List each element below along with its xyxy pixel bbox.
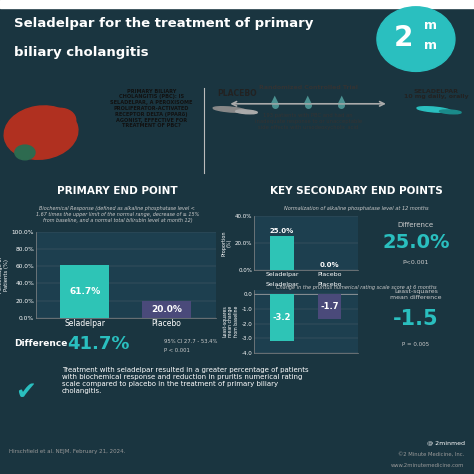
Ellipse shape	[45, 109, 76, 132]
Text: SELADELPAR
10 mg daily, orally: SELADELPAR 10 mg daily, orally	[404, 89, 468, 100]
Text: Biochemical Response (defined as alkaline phosphatase level <
1.67 times the upp: Biochemical Response (defined as alkalin…	[36, 206, 199, 223]
Text: -1.5: -1.5	[393, 309, 439, 329]
Text: PRIMARY BILIARY
CHOLANGITIS (PBC): IS
SELADELPAR, A PEROXISOME
PROLIFERATOR-ACTI: PRIMARY BILIARY CHOLANGITIS (PBC): IS SE…	[110, 89, 193, 128]
Ellipse shape	[417, 107, 450, 112]
Text: ©2 Minute Medicine, Inc.: ©2 Minute Medicine, Inc.	[398, 452, 465, 457]
Text: -3.2: -3.2	[273, 313, 292, 322]
Text: Difference: Difference	[14, 339, 67, 348]
Text: -1.7: -1.7	[320, 302, 339, 311]
Text: biliary cholangitis: biliary cholangitis	[14, 46, 149, 59]
Text: ▲: ▲	[337, 94, 345, 104]
Bar	[318, 294, 341, 319]
Text: ▲: ▲	[304, 94, 312, 104]
Y-axis label: Percentage of
Patients (%): Percentage of Patients (%)	[0, 256, 9, 293]
Text: Change in the pruritus numerical rating scale score at 6 months: Change in the pruritus numerical rating …	[276, 285, 437, 290]
Bar	[0, 0, 474, 9]
Text: Placebo: Placebo	[317, 282, 342, 287]
Text: Normalization of alkaline phosphatase level at 12 months: Normalization of alkaline phosphatase le…	[284, 206, 429, 211]
Text: 95% CI 27.7 - 53.4%: 95% CI 27.7 - 53.4%	[164, 339, 218, 345]
Text: m: m	[424, 39, 437, 53]
Y-axis label: Least-squares
mean change
from baseline: Least-squares mean change from baseline	[222, 306, 239, 337]
Text: Treatment with seladelpar resulted in a greater percentage of patients
with bioc: Treatment with seladelpar resulted in a …	[62, 367, 308, 394]
Ellipse shape	[4, 106, 78, 159]
Text: P = 0.005: P = 0.005	[402, 342, 429, 347]
Text: @ 2minmed: @ 2minmed	[427, 440, 465, 445]
Text: Seladelpar: Seladelpar	[265, 282, 299, 287]
Bar	[60, 265, 109, 318]
Text: ▲: ▲	[271, 94, 279, 104]
Text: P < 0.001: P < 0.001	[164, 348, 190, 353]
Text: 193 patients with PBC and had an
inadequate response to or unacceptable
side eff: 193 patients with PBC and had an inadequ…	[255, 113, 362, 130]
Text: P<0.001: P<0.001	[403, 260, 429, 264]
Text: 41.7%: 41.7%	[67, 335, 130, 353]
Text: www.2minutemedicine.com: www.2minutemedicine.com	[391, 464, 465, 468]
Ellipse shape	[236, 110, 257, 114]
Text: Randomized Controlled Trial: Randomized Controlled Trial	[259, 85, 357, 90]
Text: ✔: ✔	[16, 380, 36, 404]
Text: Hirschfield et al. NEJM. February 21, 2024.: Hirschfield et al. NEJM. February 21, 20…	[9, 449, 126, 455]
Text: 61.7%: 61.7%	[69, 287, 100, 296]
Text: m: m	[424, 19, 437, 32]
Ellipse shape	[213, 107, 246, 112]
Text: PRIMARY END POINT: PRIMARY END POINT	[57, 186, 178, 196]
Text: Least-squares
mean difference: Least-squares mean difference	[390, 289, 442, 300]
Y-axis label: Proportion
(%): Proportion (%)	[221, 230, 232, 255]
Text: 25.0%: 25.0%	[382, 233, 450, 253]
Text: 0.0%: 0.0%	[319, 262, 339, 268]
Bar	[142, 301, 191, 318]
Text: PLACEBO: PLACEBO	[217, 89, 257, 98]
Ellipse shape	[15, 145, 35, 160]
Text: KEY SECONDARY END POINTS: KEY SECONDARY END POINTS	[270, 186, 443, 196]
Text: 20.0%: 20.0%	[151, 305, 182, 313]
Bar	[270, 294, 294, 341]
Circle shape	[377, 7, 455, 72]
Text: Difference: Difference	[398, 222, 434, 228]
Ellipse shape	[439, 110, 461, 114]
Text: 2: 2	[394, 24, 413, 52]
Bar	[270, 236, 294, 270]
Text: Seladelpar for the treatment of primary: Seladelpar for the treatment of primary	[14, 17, 314, 29]
Text: 25.0%: 25.0%	[270, 228, 294, 234]
